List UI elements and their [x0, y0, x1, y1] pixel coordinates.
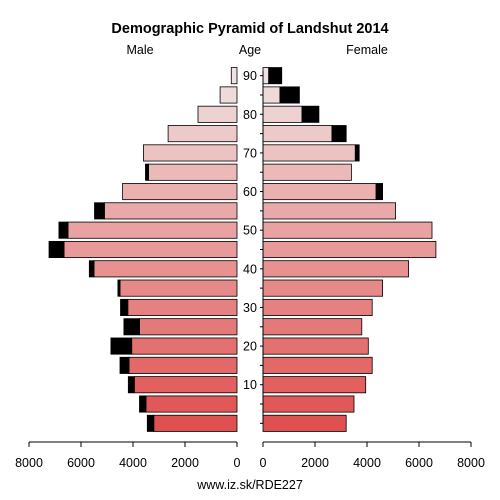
male-bar	[104, 202, 238, 220]
x-tick-label: 8000	[15, 456, 43, 470]
age-tick-label: 80	[243, 108, 257, 122]
male-surplus-bar	[110, 337, 133, 355]
male-bar	[63, 240, 238, 259]
female-surplus-bar	[279, 86, 300, 104]
male-surplus-bar	[145, 163, 149, 181]
x-tick-label: 2000	[171, 456, 199, 470]
male-bar	[131, 337, 238, 355]
female-bar	[262, 279, 383, 297]
x-tick-label: 0	[260, 456, 267, 470]
female-bar	[262, 125, 333, 143]
male-bars	[48, 67, 238, 432]
male-bar	[219, 86, 238, 104]
male-bar	[119, 279, 238, 297]
x-tick-label: 4000	[119, 456, 147, 470]
female-surplus-bar	[331, 125, 347, 143]
male-bar	[122, 183, 238, 201]
female-surplus-bar	[301, 105, 320, 123]
female-bar	[262, 260, 410, 278]
male-surplus-bar	[58, 221, 69, 239]
chart-title: Demographic Pyramid of Landshut 2014	[111, 21, 388, 37]
female-bar	[262, 318, 363, 336]
x-tick-label: 6000	[405, 456, 433, 470]
male-surplus-bar	[146, 414, 155, 432]
age-tick-label: 10	[243, 378, 257, 392]
age-tick-label: 40	[243, 262, 257, 276]
x-tick-label: 2000	[301, 456, 329, 470]
male-surplus-bar	[48, 240, 65, 259]
female-bar	[262, 395, 355, 413]
female-surplus-bar	[375, 183, 384, 201]
female-bar	[262, 67, 270, 85]
male-surplus-bar	[123, 318, 140, 336]
female-surplus-bar	[268, 67, 283, 85]
female-label: Female	[346, 43, 388, 57]
female-bar	[262, 240, 437, 259]
male-bar	[93, 260, 238, 278]
male-bar	[128, 356, 238, 374]
male-bar	[127, 298, 238, 316]
x-tick-label: 6000	[67, 456, 95, 470]
male-bar	[197, 105, 238, 123]
male-surplus-bar	[117, 279, 121, 297]
male-bar	[142, 144, 238, 162]
x-tick-label: 4000	[353, 456, 381, 470]
male-bar	[133, 376, 238, 394]
female-bar	[262, 163, 352, 181]
male-bar	[230, 67, 238, 85]
male-surplus-bar	[139, 395, 147, 413]
age-tick-label: 20	[243, 340, 257, 354]
age-tick-label: 50	[243, 224, 257, 238]
axes: 8000 6000 4000 2000 0 0 2000 4000 6000 8000 10 20 30…	[15, 69, 485, 470]
footer-text: www.iz.sk/RDE227	[196, 478, 303, 492]
age-tick-label: 60	[243, 185, 257, 199]
female-surplus-bar	[354, 144, 360, 162]
male-label: Male	[126, 43, 153, 57]
female-bar	[262, 376, 367, 394]
female-bar	[262, 86, 281, 104]
male-surplus-bar	[120, 298, 129, 316]
female-bar	[262, 105, 303, 123]
female-bar	[262, 337, 369, 355]
female-bar	[262, 298, 373, 316]
female-bar	[262, 356, 373, 374]
male-surplus-bar	[127, 376, 135, 394]
female-bar	[262, 183, 377, 201]
age-label: Age	[239, 43, 261, 57]
male-bar	[153, 414, 238, 432]
x-tick-label: 0	[234, 456, 241, 470]
female-bar	[262, 221, 433, 239]
male-bar	[67, 221, 238, 239]
age-tick-label: 70	[243, 146, 257, 160]
age-tick-label: 90	[243, 69, 257, 83]
male-surplus-bar	[119, 356, 130, 374]
female-bar	[262, 414, 347, 432]
male-surplus-bar	[94, 202, 105, 220]
male-surplus-bar	[88, 260, 95, 278]
female-bar	[262, 144, 356, 162]
male-bar	[145, 395, 238, 413]
female-bar	[262, 202, 397, 220]
x-tick-label: 8000	[457, 456, 485, 470]
male-bar	[148, 163, 238, 181]
female-bars	[262, 67, 437, 432]
male-bar	[167, 125, 238, 143]
age-tick-label: 30	[243, 301, 257, 315]
male-bar	[139, 318, 238, 336]
